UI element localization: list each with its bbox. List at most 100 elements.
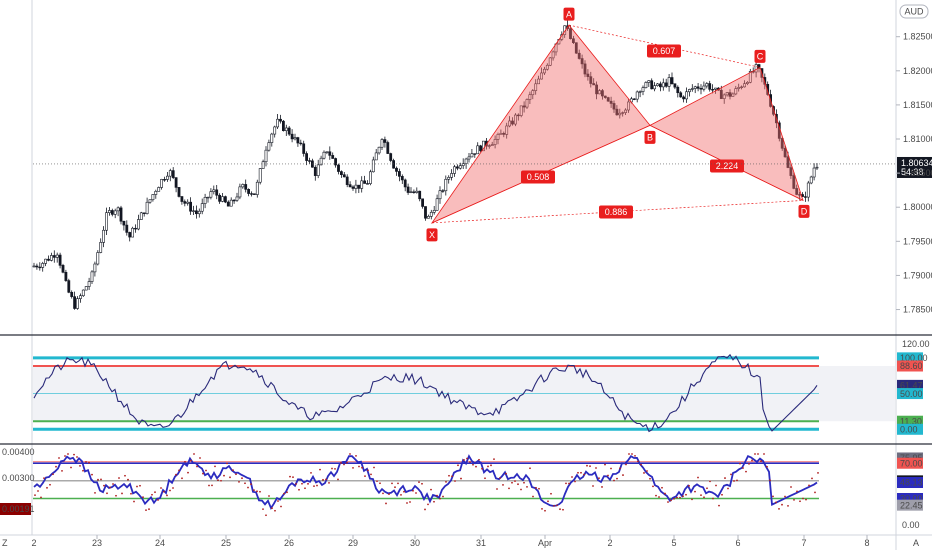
candle-body xyxy=(108,210,111,213)
osc2-dot xyxy=(517,483,519,486)
candle-body xyxy=(189,201,193,212)
candle-body xyxy=(618,112,622,116)
osc2-dot xyxy=(808,484,810,487)
osc2-dot xyxy=(235,473,237,476)
candle-body xyxy=(569,28,572,40)
candle-body xyxy=(392,160,396,169)
osc2-dot xyxy=(589,465,591,468)
time-tick-label: Apr xyxy=(538,538,552,548)
candle-body xyxy=(714,87,717,90)
candle-body xyxy=(595,84,599,95)
candle-body xyxy=(357,184,361,189)
candle-body xyxy=(238,186,242,198)
candle-body xyxy=(116,207,120,212)
osc2-dot xyxy=(787,504,789,507)
osc1-tick-label: 88.60 xyxy=(900,361,923,371)
candle-body xyxy=(792,175,796,189)
osc2-dot xyxy=(781,503,783,506)
osc2-dot xyxy=(631,453,633,455)
osc2-dot xyxy=(448,474,450,477)
osc2-dot xyxy=(565,482,567,485)
harmonic-pattern: X A B C D 0.607 0.508 2.224 0.886 xyxy=(426,7,810,242)
osc2-dot xyxy=(226,462,228,465)
osc2-dot xyxy=(325,478,327,481)
osc2-dot xyxy=(34,494,36,496)
osc2-dot xyxy=(139,484,141,487)
time-tick-label: 24 xyxy=(155,538,165,548)
osc2-dot xyxy=(151,493,153,496)
osc2-dot xyxy=(463,459,465,461)
candle-body xyxy=(67,280,71,293)
candle-body xyxy=(487,145,491,147)
candle-body xyxy=(397,171,401,177)
osc2-dot xyxy=(244,482,246,485)
osc2-dot xyxy=(109,486,111,489)
osc2-dot xyxy=(385,502,387,505)
osc2-dot xyxy=(688,484,690,487)
candle-body xyxy=(696,86,700,89)
time-tick-label: 2 xyxy=(607,538,612,548)
candle-body xyxy=(163,179,166,181)
osc2-dot xyxy=(595,467,597,469)
osc2-dot xyxy=(337,478,339,481)
candle-body xyxy=(505,125,509,135)
candle-body xyxy=(484,140,488,147)
candle-body xyxy=(757,64,761,69)
point-label-c: C xyxy=(754,49,766,63)
candle-body xyxy=(87,281,91,287)
osc2-dot xyxy=(568,482,570,485)
candle-body xyxy=(685,91,688,100)
osc2-dot xyxy=(301,482,303,485)
osc2-dot xyxy=(322,478,324,481)
osc2-dot xyxy=(553,504,555,507)
osc2-dot xyxy=(229,476,231,479)
candle-body xyxy=(470,153,474,158)
currency-badge[interactable]: AUD xyxy=(899,4,929,19)
osc2-dot xyxy=(181,477,183,480)
candle-body xyxy=(250,193,253,195)
candle-body xyxy=(287,127,291,135)
candle-body xyxy=(360,180,364,189)
osc2-dot xyxy=(262,508,264,511)
candle-body xyxy=(461,163,465,166)
candle-body xyxy=(534,83,538,91)
candle-body xyxy=(395,167,398,172)
osc2-dot xyxy=(583,473,585,476)
osc2-dot xyxy=(283,492,285,495)
osc2-dot xyxy=(88,461,90,464)
candle-body xyxy=(728,92,732,97)
candle-body xyxy=(589,76,593,84)
osc2-dot xyxy=(373,466,375,469)
candle-body xyxy=(745,81,749,84)
osc2-dot xyxy=(190,459,192,462)
osc2-dot xyxy=(556,504,558,507)
osc2-dot xyxy=(55,465,57,468)
candle-body xyxy=(806,182,810,198)
osc2-tick-label: 22.45 xyxy=(900,500,923,510)
osc2-dot xyxy=(652,485,654,488)
ratio-label-bd-bg xyxy=(710,159,744,173)
osc2-tick-label: 0.00 xyxy=(902,520,920,530)
candle-body xyxy=(493,139,497,145)
candle-body xyxy=(215,189,219,196)
candle-body xyxy=(496,134,500,140)
candle-body xyxy=(458,165,462,169)
candle-body xyxy=(328,151,332,156)
candle-body xyxy=(134,227,137,230)
osc2-dot xyxy=(73,453,75,456)
price-tick-label: 1.80500 xyxy=(903,168,932,178)
osc2-dot xyxy=(451,475,453,478)
ratio-label-ac-bg xyxy=(647,44,681,58)
candle-body xyxy=(41,263,45,268)
candle-body xyxy=(241,184,245,188)
osc2-dot xyxy=(769,479,771,482)
candle-body xyxy=(435,198,439,211)
osc2-tick-label: 48.13 xyxy=(900,478,923,488)
point-label-b: B xyxy=(644,130,656,144)
candle-body xyxy=(137,219,140,230)
candle-body xyxy=(682,96,686,100)
candle-body xyxy=(627,101,630,111)
osc2-dot xyxy=(379,482,381,485)
